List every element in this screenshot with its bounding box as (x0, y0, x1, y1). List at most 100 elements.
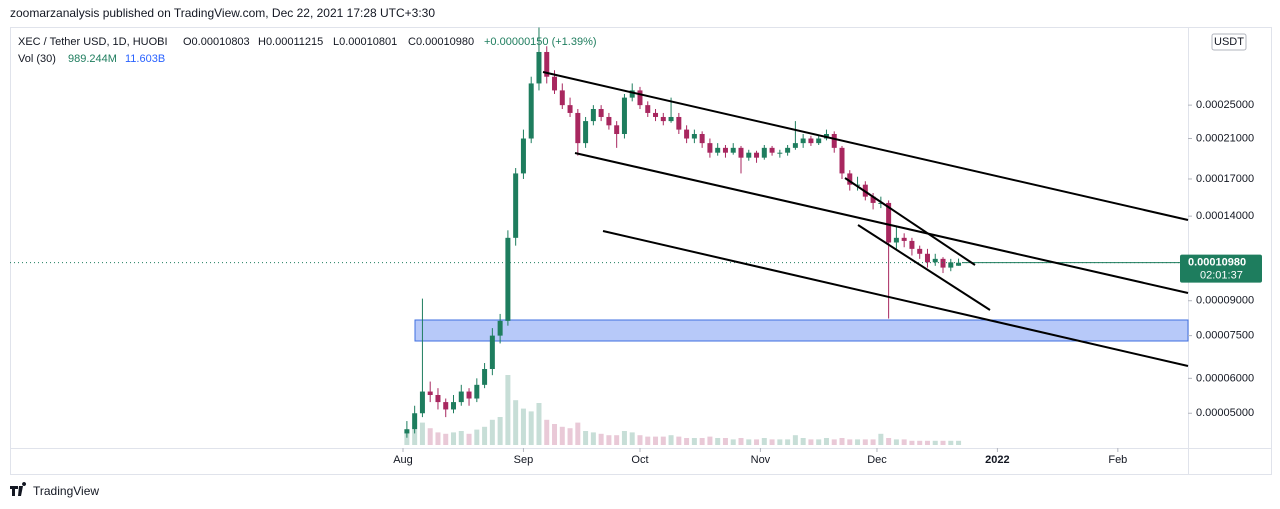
volume-value: 989.244M (68, 53, 117, 65)
x-tick-label: Oct (631, 454, 648, 466)
candle-body (901, 237, 907, 241)
volume-bar (466, 433, 472, 445)
volume-bar (940, 440, 946, 445)
candle-body (684, 129, 690, 139)
currency-badge[interactable] (1211, 33, 1247, 51)
candle-body (513, 173, 519, 238)
volume-bar (956, 440, 962, 445)
volume-bar (497, 417, 503, 445)
y-tick-label: 0.00006000 (1196, 372, 1254, 384)
volume-bar (839, 438, 845, 445)
volume-bar (660, 436, 666, 445)
x-tick-label: Dec (867, 454, 887, 466)
candle-body (466, 391, 472, 399)
volume-bar (520, 408, 526, 445)
volume-bar (606, 435, 612, 445)
x-tick-label: Nov (751, 454, 771, 466)
volume-bar (404, 432, 410, 445)
candle-body (855, 184, 861, 186)
volume-bar (645, 436, 651, 445)
candle-body (443, 402, 449, 410)
volume-bar (901, 439, 907, 445)
candle-body (544, 51, 550, 77)
legend-change: +0.00000150 (+1.39%) (484, 36, 597, 48)
volume-bar (590, 432, 596, 445)
currency[interactable]: USDT (1214, 36, 1244, 48)
volume-bar (769, 439, 775, 445)
candle-body (940, 258, 946, 268)
volume-bar (785, 439, 791, 445)
volume-bar (924, 440, 930, 445)
volume-bar (676, 436, 682, 445)
candle-body (645, 105, 651, 113)
candle-body (614, 125, 620, 135)
y-tick-label: 0.00025000 (1196, 99, 1254, 111)
candle-body (878, 202, 884, 204)
volume-bar (691, 438, 697, 445)
volume-bar (552, 424, 558, 445)
legend-high: H0.00011215 (258, 36, 323, 48)
volume-bar (629, 432, 635, 445)
candle-body (761, 147, 767, 158)
candle-body (800, 138, 806, 144)
volume-bar (722, 438, 728, 445)
candle-body (489, 335, 495, 370)
volume-bar (489, 419, 495, 445)
candle-body (653, 112, 659, 117)
volume-bar (909, 440, 915, 445)
candle-body (870, 196, 876, 203)
publisher-line: zoomarzanalysis published on TradingView… (10, 6, 435, 20)
volume-bar (653, 436, 659, 445)
volume-bar (792, 435, 798, 445)
candle-body (528, 83, 534, 139)
volume-bar (948, 440, 954, 445)
volume-bar (451, 432, 457, 445)
candle-body (691, 134, 697, 139)
candle-body (482, 369, 488, 385)
wedge-line (844, 177, 976, 266)
candle-body (583, 121, 589, 144)
volume-ma: 11.603B (125, 53, 165, 65)
legend-open: O0.00010803 (183, 36, 250, 48)
volume-bar (823, 438, 829, 445)
candles (10, 27, 1188, 438)
candle-body (909, 240, 915, 249)
volume-bar (855, 439, 861, 445)
candle-body (520, 138, 526, 174)
candle-body (707, 143, 713, 153)
volume-bar (435, 432, 441, 445)
volume-bar (886, 438, 892, 445)
candle-body (419, 391, 425, 414)
volume-bar (528, 411, 534, 445)
volume-bar (893, 439, 899, 445)
volume-bar (474, 429, 480, 445)
brand-logo (10, 482, 27, 496)
volume-bar (816, 439, 822, 445)
volume-bar (621, 431, 627, 445)
candle-body (536, 51, 542, 84)
candle-body (956, 262, 962, 266)
x-tick-label: Feb (1108, 454, 1127, 466)
trend-line (542, 71, 1189, 221)
candle-body (886, 202, 892, 243)
last-price-label: 0.00010980 (1188, 257, 1246, 269)
volume-bar (559, 426, 565, 445)
trend-line (574, 152, 1189, 294)
axes: 0.00005000 0.00006000 0.00007500 0.00009000… (393, 99, 1262, 466)
volume-bar (614, 435, 620, 445)
candle-body (839, 147, 845, 174)
trend-lines (542, 71, 1189, 367)
volume-bar (761, 438, 767, 445)
candle-body (590, 109, 596, 122)
candle-body (948, 262, 954, 268)
candle-body (559, 90, 565, 106)
candle-body (451, 402, 457, 410)
symbol: XEC / Tether USD, 1D, HUOBI (18, 36, 168, 48)
candle-body (505, 237, 511, 321)
candle-body (746, 152, 752, 158)
volume-bar (567, 428, 573, 445)
volume-bar (482, 426, 488, 445)
candle-body (769, 147, 775, 153)
legend-close: C0.00010980 (408, 36, 474, 48)
y-tick-label: 0.00009000 (1196, 295, 1254, 307)
